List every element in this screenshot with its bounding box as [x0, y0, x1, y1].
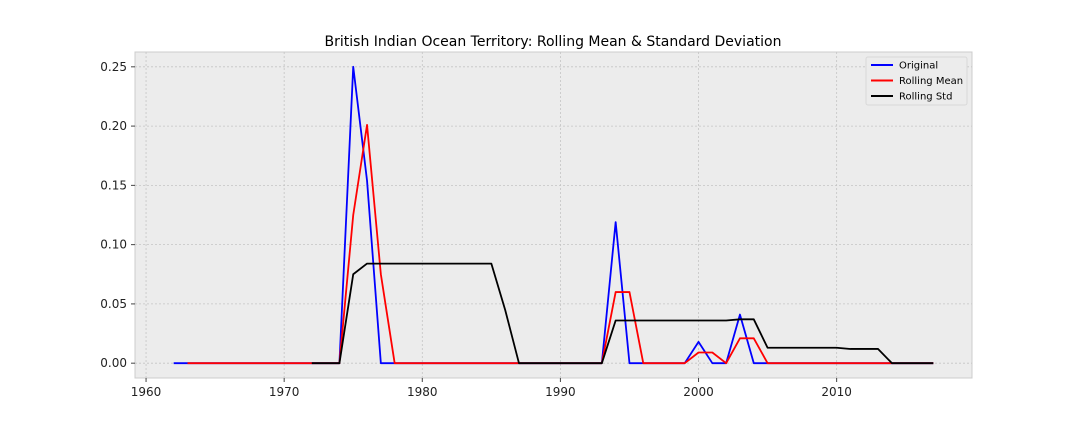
- x-tick-label: 1990: [545, 385, 576, 399]
- x-tick-label: 2010: [821, 385, 852, 399]
- legend-label: Original: [899, 61, 938, 72]
- chart-title: British Indian Ocean Territory: Rolling …: [325, 34, 782, 50]
- y-tick-label: 0.15: [100, 178, 127, 192]
- legend: Original Rolling Mean Rolling Std: [865, 56, 968, 106]
- series-lines: [173, 65, 934, 365]
- y-tick-label: 0.05: [100, 297, 127, 311]
- series-line-rolling-std: [311, 262, 934, 365]
- x-tick-label: 2000: [683, 385, 714, 399]
- y-axis: 0.00 0.05 0.10 0.15 0.20 0.25: [100, 60, 135, 370]
- x-axis: 1960 1970 1980 1990 2000 2010: [131, 378, 852, 399]
- y-tick-label: 0.20: [100, 119, 127, 133]
- legend-box: [865, 56, 968, 106]
- y-tick-label: 0.10: [100, 238, 127, 252]
- plot-area: [134, 51, 973, 379]
- y-tick-label: 0.25: [100, 60, 127, 74]
- y-tick-label: 0.00: [100, 356, 127, 370]
- legend-label: Rolling Std: [899, 92, 952, 103]
- x-tick-label: 1970: [269, 385, 300, 399]
- x-tick-label: 1980: [407, 385, 438, 399]
- x-tick-label: 1960: [131, 385, 162, 399]
- legend-label: Rolling Mean: [899, 76, 963, 87]
